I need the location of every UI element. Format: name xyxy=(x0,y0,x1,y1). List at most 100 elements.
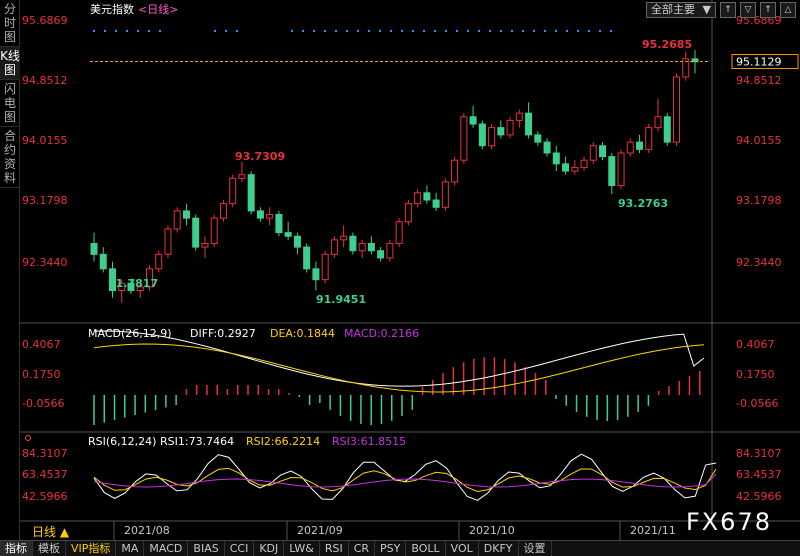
price-tick-left: 93.1798 xyxy=(22,194,68,207)
marker-dot xyxy=(576,29,580,33)
rsi-label: RSI(6,12,24) xyxy=(88,435,156,448)
candle-body xyxy=(358,242,366,252)
tab-10[interactable]: CR xyxy=(349,541,376,556)
tab-12[interactable]: BOLL xyxy=(406,541,446,556)
sidebar-item-kline[interactable]: K线图 xyxy=(0,47,20,80)
marker-dot xyxy=(290,29,294,33)
current-price-label: 95.1129 xyxy=(736,56,782,69)
tab-7[interactable]: KDJ xyxy=(254,541,285,556)
price-tick-left: 92.3440 xyxy=(22,256,68,269)
rsi-tick-right: 84.3107 xyxy=(736,447,782,460)
marker-dot xyxy=(312,29,316,33)
tab-14[interactable]: DKFY xyxy=(479,541,519,556)
marker-dot xyxy=(444,29,448,33)
rsi2-label: RSI2:66.2214 xyxy=(246,435,320,448)
candle-body xyxy=(543,141,551,154)
tab-9[interactable]: RSI xyxy=(320,541,349,556)
candle-body xyxy=(654,116,662,129)
candle-body xyxy=(497,127,505,136)
candle-body xyxy=(404,203,412,223)
scroll-down-icon[interactable]: ▽ xyxy=(740,2,756,18)
sidebar-item-contract-info[interactable]: 合约资料 xyxy=(0,127,20,188)
candle-body xyxy=(266,214,274,219)
candle-body xyxy=(562,163,570,172)
marker-dot xyxy=(587,29,591,33)
marker-dot xyxy=(147,29,151,33)
candle-body xyxy=(580,159,588,168)
marker-dot xyxy=(224,29,228,33)
zoom-out-icon[interactable]: △ xyxy=(780,2,796,18)
sidebar: 分时图 K线图 闪电图 合约资料 xyxy=(0,0,20,540)
marker-dot xyxy=(411,29,415,33)
sidebar-item-timeshare[interactable]: 分时图 xyxy=(0,0,20,47)
candle-body xyxy=(673,76,681,143)
candle-body xyxy=(599,145,607,158)
scroll-up-icon[interactable]: ↑ xyxy=(760,2,776,18)
marker-dot xyxy=(455,29,459,33)
period-selector[interactable]: 日线 ▲ xyxy=(32,525,70,539)
marker-dot xyxy=(378,29,382,33)
candle-body xyxy=(238,174,246,179)
marker-dot xyxy=(466,29,470,33)
sidebar-item-lightning[interactable]: 闪电图 xyxy=(0,80,20,127)
price-tick-right: 93.1798 xyxy=(736,194,782,207)
rsi3-label: RSI3:61.8515 xyxy=(332,435,406,448)
candle-body xyxy=(460,116,468,161)
marker-dot xyxy=(609,29,613,33)
candle-body xyxy=(284,232,292,237)
tab-13[interactable]: VOL xyxy=(446,541,479,556)
marker-dot xyxy=(103,29,107,33)
price-tick-left: 94.8512 xyxy=(22,74,68,87)
candle-body xyxy=(201,242,209,248)
candle-body xyxy=(182,210,190,219)
rsi-tick-right: 63.4537 xyxy=(736,468,782,481)
rsi3-line xyxy=(93,473,717,488)
price-tick-right: 94.8512 xyxy=(736,74,782,87)
marker-dot xyxy=(554,29,558,33)
rsi-tick-right: 42.5966 xyxy=(736,490,782,503)
candle-body xyxy=(432,199,440,208)
tab-6[interactable]: CCI xyxy=(225,541,255,556)
rsi-tick-left: 84.3107 xyxy=(22,447,68,460)
toolbar: 全部主要 ▼ ↑ ▽ ↑ △ xyxy=(646,0,800,20)
macd-dea-line xyxy=(93,343,705,393)
candle-body xyxy=(321,253,329,281)
marker-dot xyxy=(136,29,140,33)
candle-body xyxy=(608,156,616,187)
candle-body xyxy=(108,268,116,292)
tab-8[interactable]: LW& xyxy=(284,541,320,556)
indicator-dropdown[interactable]: 全部主要 ▼ xyxy=(646,2,716,18)
tab-4[interactable]: MACD xyxy=(144,541,189,556)
tab-3[interactable]: MA xyxy=(116,541,145,556)
current-price-box xyxy=(731,54,799,70)
marker-dot xyxy=(510,29,514,33)
tab-11[interactable]: PSY xyxy=(375,541,407,556)
tab-2[interactable]: VIP指标 xyxy=(66,541,117,556)
candle-body xyxy=(99,253,107,270)
marker-dot xyxy=(323,29,327,33)
tab-0[interactable]: 指标 xyxy=(0,541,33,556)
marker-dot xyxy=(334,29,338,33)
chart-period: <日线> xyxy=(138,2,178,16)
candle-body xyxy=(423,192,431,201)
marker-dot xyxy=(422,29,426,33)
marker-dot xyxy=(433,29,437,33)
rsi-tick-left: 63.4537 xyxy=(22,468,68,481)
price-annotation-low: 91.7817 xyxy=(108,277,158,290)
marker-dot xyxy=(499,29,503,33)
marker-dot xyxy=(598,29,602,33)
rsi1-line xyxy=(93,453,717,501)
candle-body xyxy=(534,134,542,143)
x-axis-label: 2021/08 xyxy=(124,524,170,537)
tab-5[interactable]: BIAS xyxy=(188,541,225,556)
candle-body xyxy=(293,235,301,248)
tab-15[interactable]: 设置 xyxy=(519,541,552,556)
chevron-down-icon: ▼ xyxy=(702,3,711,16)
candle-body xyxy=(589,145,597,161)
marker-dot xyxy=(367,29,371,33)
zoom-in-icon[interactable]: ↑ xyxy=(720,2,736,18)
candle-body xyxy=(515,112,523,121)
marker-dot xyxy=(301,29,305,33)
tab-1[interactable]: 模板 xyxy=(33,541,66,556)
